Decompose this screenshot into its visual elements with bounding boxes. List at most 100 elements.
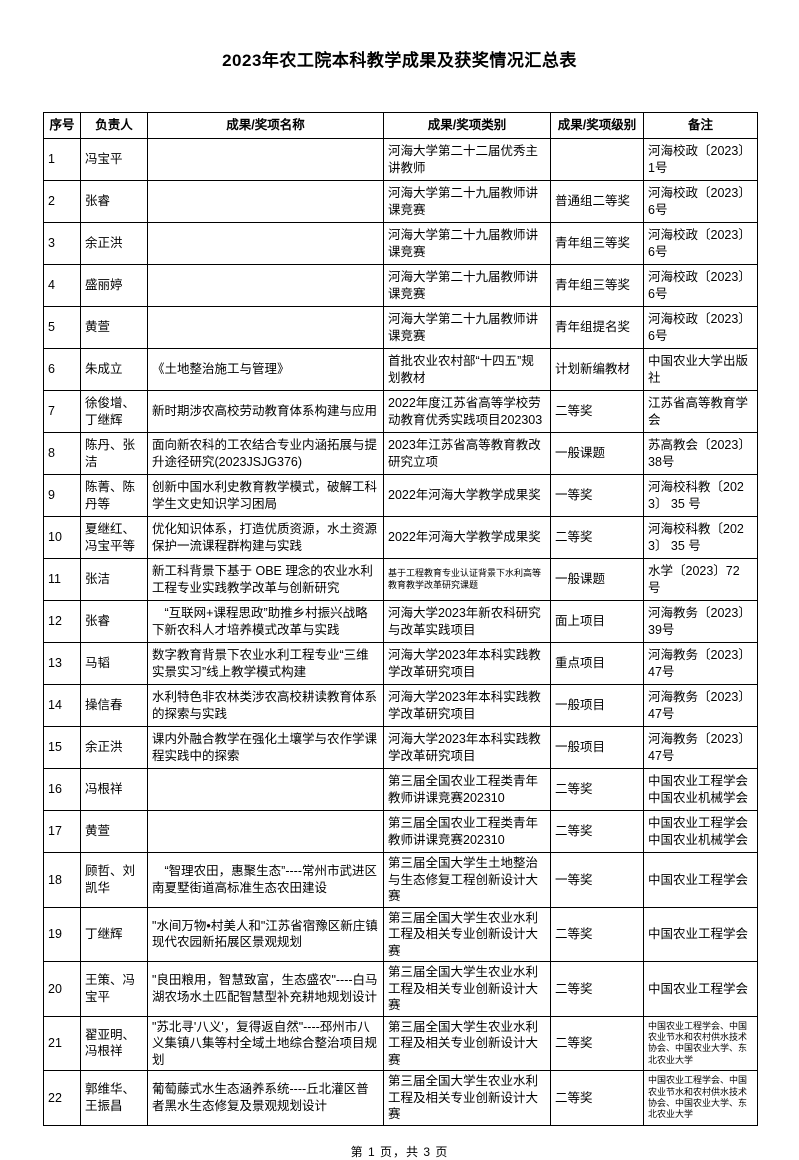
cell-person: 陈丹、张洁 <box>80 432 148 475</box>
cell-row-number: 6 <box>43 348 81 391</box>
cell-award-name <box>147 264 384 307</box>
cell-person: 王策、冯宝平 <box>80 961 148 1017</box>
cell-row-number: 22 <box>43 1070 81 1126</box>
cell-award-name: "苏北寻'八义'，复得返自然"----邳州市八义集镇八集等村全域土地综合整治项目… <box>147 1015 384 1071</box>
cell-level: 二等奖 <box>550 1015 644 1071</box>
cell-row-number: 16 <box>43 768 81 811</box>
cell-person: 张睿 <box>80 600 148 643</box>
cell-person: 冯根祥 <box>80 768 148 811</box>
cell-person: 张洁 <box>80 558 148 601</box>
cell-category: 首批农业农村部“十四五”规划教材 <box>383 348 551 391</box>
cell-category: 第三届全国大学生农业水利工程及相关专业创新设计大赛 <box>383 906 551 962</box>
cell-person: 翟亚明、冯根祥 <box>80 1015 148 1071</box>
cell-category: 第三届全国大学生农业水利工程及相关专业创新设计大赛 <box>383 1070 551 1126</box>
cell-person: 丁继辉 <box>80 906 148 962</box>
cell-level: 青年组提名奖 <box>550 306 644 349</box>
cell-row-number: 5 <box>43 306 81 349</box>
cell-remark: 河海校政〔2023〕6号 <box>643 306 758 349</box>
cell-level: 青年组三等奖 <box>550 222 644 265</box>
cell-award-name: “互联网+课程思政”助推乡村振兴战略下新农科人才培养模式改革与实践 <box>147 600 384 643</box>
cell-category: 第三届全国农业工程类青年教师讲课竞赛202310 <box>383 768 551 811</box>
table-row: 8 陈丹、张洁 面向新农科的工农结合专业内涵拓展与提升途径研究(2023JSJG… <box>43 432 758 475</box>
cell-remark: 中国农业工程学会 中国农业机械学会 <box>643 810 758 853</box>
cell-category: 2022年河海大学教学成果奖 <box>383 516 551 559</box>
table-row: 14 操信春 水利特色非农林类涉农高校耕读教育体系的探索与实践 河海大学2023… <box>43 684 758 727</box>
table-row: 16 冯根祥 第三届全国农业工程类青年教师讲课竞赛202310 二等奖 中国农业… <box>43 768 758 811</box>
cell-remark: 河海校政〔2023〕6号 <box>643 264 758 307</box>
cell-remark: 中国农业工程学会 <box>643 906 758 962</box>
page-footer: 第 1 页，共 3 页 <box>350 1144 449 1159</box>
table-row: 15 余正洪 课内外融合教学在强化土壤学与农作学课程实践中的探索 河海大学202… <box>43 726 758 769</box>
cell-row-number: 12 <box>43 600 81 643</box>
cell-award-name <box>147 138 384 181</box>
cell-row-number: 4 <box>43 264 81 307</box>
cell-category: 河海大学2023年新农科研究与改革实践项目 <box>383 600 551 643</box>
cell-row-number: 13 <box>43 642 81 685</box>
cell-person: 徐俊增、丁继辉 <box>80 390 148 433</box>
cell-row-number: 9 <box>43 474 81 517</box>
table-row: 5 黄萱 河海大学第二十九届教师讲课竞赛 青年组提名奖 河海校政〔2023〕6号 <box>43 306 758 349</box>
cell-row-number: 20 <box>43 961 81 1017</box>
table-row: 11 张洁 新工科背景下基于 OBE 理念的农业水利工程专业实践教学改革与创新研… <box>43 558 758 601</box>
cell-level: 二等奖 <box>550 390 644 433</box>
cell-remark: 江苏省高等教育学会 <box>643 390 758 433</box>
cell-row-number: 15 <box>43 726 81 769</box>
cell-person: 冯宝平 <box>80 138 148 181</box>
cell-award-name: 新时期涉农高校劳动教育体系构建与应用 <box>147 390 384 433</box>
cell-category: 河海大学第二十九届教师讲课竞赛 <box>383 264 551 307</box>
cell-remark: 中国农业工程学会 中国农业机械学会 <box>643 768 758 811</box>
cell-level: 普通组二等奖 <box>550 180 644 223</box>
cell-level: 一般项目 <box>550 684 644 727</box>
cell-remark: 中国农业大学出版社 <box>643 348 758 391</box>
header-cell-remark: 备注 <box>643 112 758 139</box>
table-row: 3 余正洪 河海大学第二十九届教师讲课竞赛 青年组三等奖 河海校政〔2023〕6… <box>43 222 758 265</box>
cell-remark: 中国农业工程学会 <box>643 961 758 1017</box>
cell-level: 二等奖 <box>550 516 644 559</box>
table-row: 7 徐俊增、丁继辉 新时期涉农高校劳动教育体系构建与应用 2022年度江苏省高等… <box>43 390 758 433</box>
cell-person: 余正洪 <box>80 222 148 265</box>
cell-category: 河海大学第二十九届教师讲课竞赛 <box>383 222 551 265</box>
cell-level: 二等奖 <box>550 1070 644 1126</box>
cell-award-name: 新工科背景下基于 OBE 理念的农业水利工程专业实践教学改革与创新研究 <box>147 558 384 601</box>
cell-award-name: "良田粮用，智慧致富，生态盛农"----白马湖农场水土匹配智慧型补充耕地规划设计 <box>147 961 384 1017</box>
cell-remark: 河海教务〔2023〕47号 <box>643 642 758 685</box>
header-cell-name: 成果/奖项名称 <box>147 112 384 139</box>
table-row: 22 郭维华、王振昌 葡萄藤式水生态涵养系统----丘北灌区普者黑水生态修复及景… <box>43 1070 758 1126</box>
cell-level: 二等奖 <box>550 810 644 853</box>
header-cell-no: 序号 <box>43 112 81 139</box>
cell-person: 盛丽婷 <box>80 264 148 307</box>
cell-award-name: 面向新农科的工农结合专业内涵拓展与提升途径研究(2023JSJG376) <box>147 432 384 475</box>
cell-row-number: 11 <box>43 558 81 601</box>
cell-person: 黄萱 <box>80 810 148 853</box>
cell-remark: 河海教务〔2023〕47号 <box>643 684 758 727</box>
cell-award-name <box>147 180 384 223</box>
cell-remark: 河海校政〔2023〕6号 <box>643 222 758 265</box>
table-row: 1 冯宝平 河海大学第二十二届优秀主讲教师 河海校政〔2023〕1号 <box>43 138 758 181</box>
cell-award-name <box>147 810 384 853</box>
cell-person: 张睿 <box>80 180 148 223</box>
cell-level: 计划新编教材 <box>550 348 644 391</box>
cell-award-name: 数字教育背景下农业水利工程专业“三维实景实习”线上教学模式构建 <box>147 642 384 685</box>
cell-level: 一般课题 <box>550 558 644 601</box>
cell-category: 河海大学2023年本科实践教学改革研究项目 <box>383 726 551 769</box>
cell-row-number: 10 <box>43 516 81 559</box>
page-title: 2023年农工院本科教学成果及获奖情况汇总表 <box>222 51 577 70</box>
cell-remark: 河海教务〔2023〕39号 <box>643 600 758 643</box>
cell-award-name: 课内外融合教学在强化土壤学与农作学课程实践中的探索 <box>147 726 384 769</box>
document-page: 2023年农工院本科教学成果及获奖情况汇总表 序号 负责人 成果/奖项名称 成果… <box>43 51 758 1159</box>
cell-award-name <box>147 768 384 811</box>
cell-person: 余正洪 <box>80 726 148 769</box>
table-row: 18 顾哲、刘凯华 “智理农田，惠聚生态”----常州市武进区南夏墅街道高标准生… <box>43 852 758 908</box>
table-row: 20 王策、冯宝平 "良田粮用，智慧致富，生态盛农"----白马湖农场水土匹配智… <box>43 961 758 1017</box>
cell-category: 河海大学2023年本科实践教学改革研究项目 <box>383 642 551 685</box>
cell-remark: 河海校政〔2023〕6号 <box>643 180 758 223</box>
cell-category: 2023年江苏省高等教育教改研究立项 <box>383 432 551 475</box>
cell-row-number: 19 <box>43 906 81 962</box>
cell-row-number: 8 <box>43 432 81 475</box>
cell-award-name: “智理农田，惠聚生态”----常州市武进区南夏墅街道高标准生态农田建设 <box>147 852 384 908</box>
cell-level: 二等奖 <box>550 906 644 962</box>
table-body: 1 冯宝平 河海大学第二十二届优秀主讲教师 河海校政〔2023〕1号 2 张睿 … <box>43 138 758 1126</box>
cell-remark: 河海校科教〔2023〕 35 号 <box>643 474 758 517</box>
cell-remark: 苏高教会〔2023〕38号 <box>643 432 758 475</box>
table-row: 10 夏继红、冯宝平等 优化知识体系，打造优质资源，水土资源保护一流课程群构建与… <box>43 516 758 559</box>
